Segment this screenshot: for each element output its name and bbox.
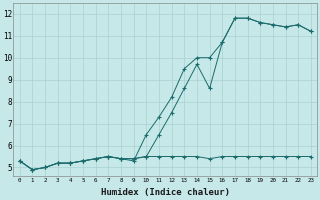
X-axis label: Humidex (Indice chaleur): Humidex (Indice chaleur) bbox=[101, 188, 230, 197]
